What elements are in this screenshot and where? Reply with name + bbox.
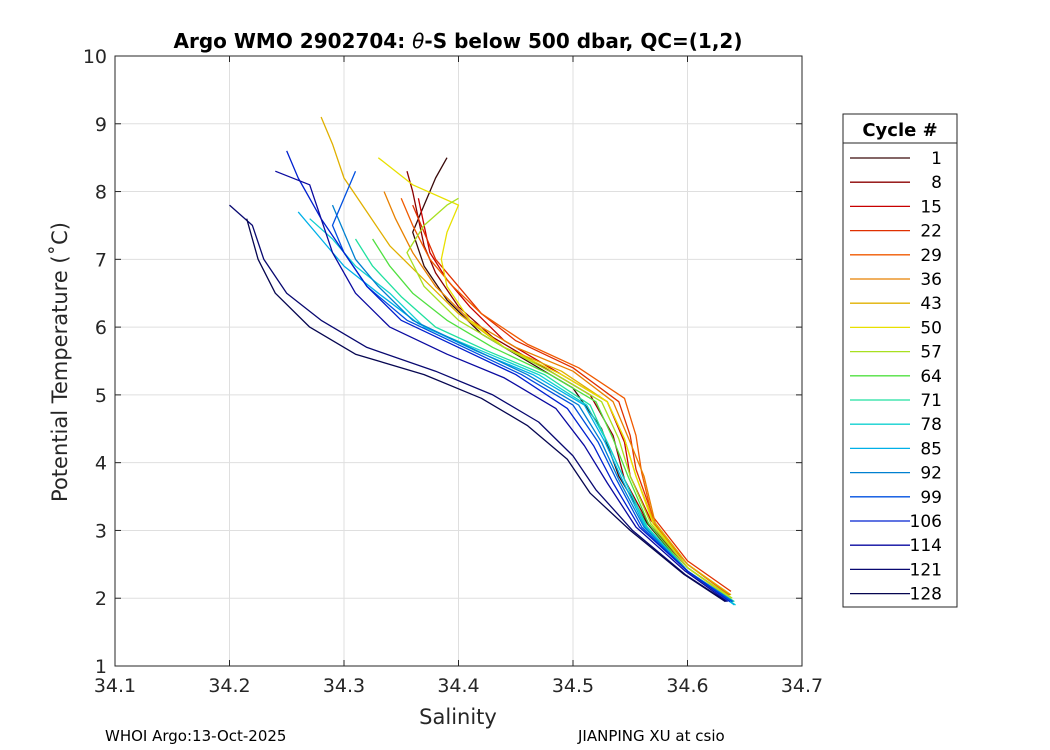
legend-entries: 1 8 15 22 29 36 43 50 57 64 71 78 85 92 99 106 114 121 128: [850, 149, 942, 605]
x-tick-label: 34.2: [208, 675, 250, 697]
series-line-cycle-85: [297, 211, 735, 606]
legend-label: 85: [920, 439, 942, 459]
series-line-cycle-128: [246, 218, 726, 603]
legend-label: 50: [920, 318, 942, 338]
legend-label: 43: [920, 294, 942, 314]
x-tick-label: 34.1: [94, 675, 136, 697]
legend-box: [842, 113, 958, 608]
footer-right: JIANPING XU at csio: [577, 727, 725, 745]
y-tick-label: 10: [83, 46, 107, 68]
x-tick-label: 34.6: [666, 675, 708, 697]
y-tick-label: 6: [95, 317, 107, 339]
legend-label: 114: [910, 536, 942, 556]
series-line-cycle-121: [229, 204, 727, 603]
axis-ticks: 34.1 34.2 34.3 34.4 34.5 34.6 34.7 1 2 3 4 5 6 7 8 9 10: [83, 46, 823, 697]
series-line-cycle-15: [417, 198, 731, 596]
legend-label: 64: [920, 367, 942, 387]
legend-label: 128: [910, 585, 942, 605]
x-tick-label: 34.4: [437, 675, 479, 697]
legend-label: 71: [920, 391, 942, 411]
x-tick-label: 34.7: [781, 675, 823, 697]
y-tick-label: 5: [95, 385, 107, 407]
x-axis-label: Salinity: [419, 705, 497, 729]
legend-label: 15: [920, 197, 942, 217]
y-tick-label: 7: [95, 249, 107, 271]
y-tick-label: 1: [95, 656, 107, 678]
series-line-cycle-99: [331, 170, 733, 603]
series-line-cycle-57: [406, 197, 733, 599]
legend-title: Cycle #: [862, 120, 937, 141]
legend-label: 29: [920, 246, 942, 266]
legend-label: 121: [910, 560, 942, 580]
footer-left: WHOI Argo:13-Oct-2025: [105, 727, 286, 745]
legend-label: 99: [920, 488, 942, 508]
x-tick-label: 34.5: [552, 675, 594, 697]
legend: Cycle # 18152229364350576471788592991061…: [842, 113, 958, 608]
legend-label: 36: [920, 270, 942, 290]
series-line-cycle-71: [354, 238, 735, 603]
legend-label: 92: [920, 464, 942, 484]
series-line-cycle-8: [406, 171, 732, 599]
chart-title: Argo WMO 2902704: θ-S below 500 dbar, QC…: [174, 29, 743, 53]
legend-label: 106: [910, 512, 942, 532]
x-tick-label: 34.3: [323, 675, 365, 697]
series-line-cycle-64: [372, 238, 734, 603]
y-tick-label: 2: [95, 588, 107, 610]
legend-label: 57: [920, 343, 942, 363]
y-tick-label: 4: [95, 453, 107, 475]
y-axis-label: Potential Temperature (˚C): [48, 222, 72, 502]
legend-label: 8: [931, 173, 942, 193]
legend-label: 78: [920, 415, 942, 435]
legend-label: 22: [920, 222, 942, 242]
series-line-cycle-92: [331, 204, 734, 603]
y-tick-label: 8: [95, 182, 107, 204]
legend-label: 1: [931, 149, 942, 169]
series-group: [229, 116, 736, 606]
series-line-cycle-78: [309, 218, 736, 606]
y-tick-label: 3: [95, 520, 107, 542]
series-line-cycle-114: [275, 170, 728, 603]
series-line-cycle-106: [286, 150, 731, 603]
y-tick-label: 9: [95, 114, 107, 136]
